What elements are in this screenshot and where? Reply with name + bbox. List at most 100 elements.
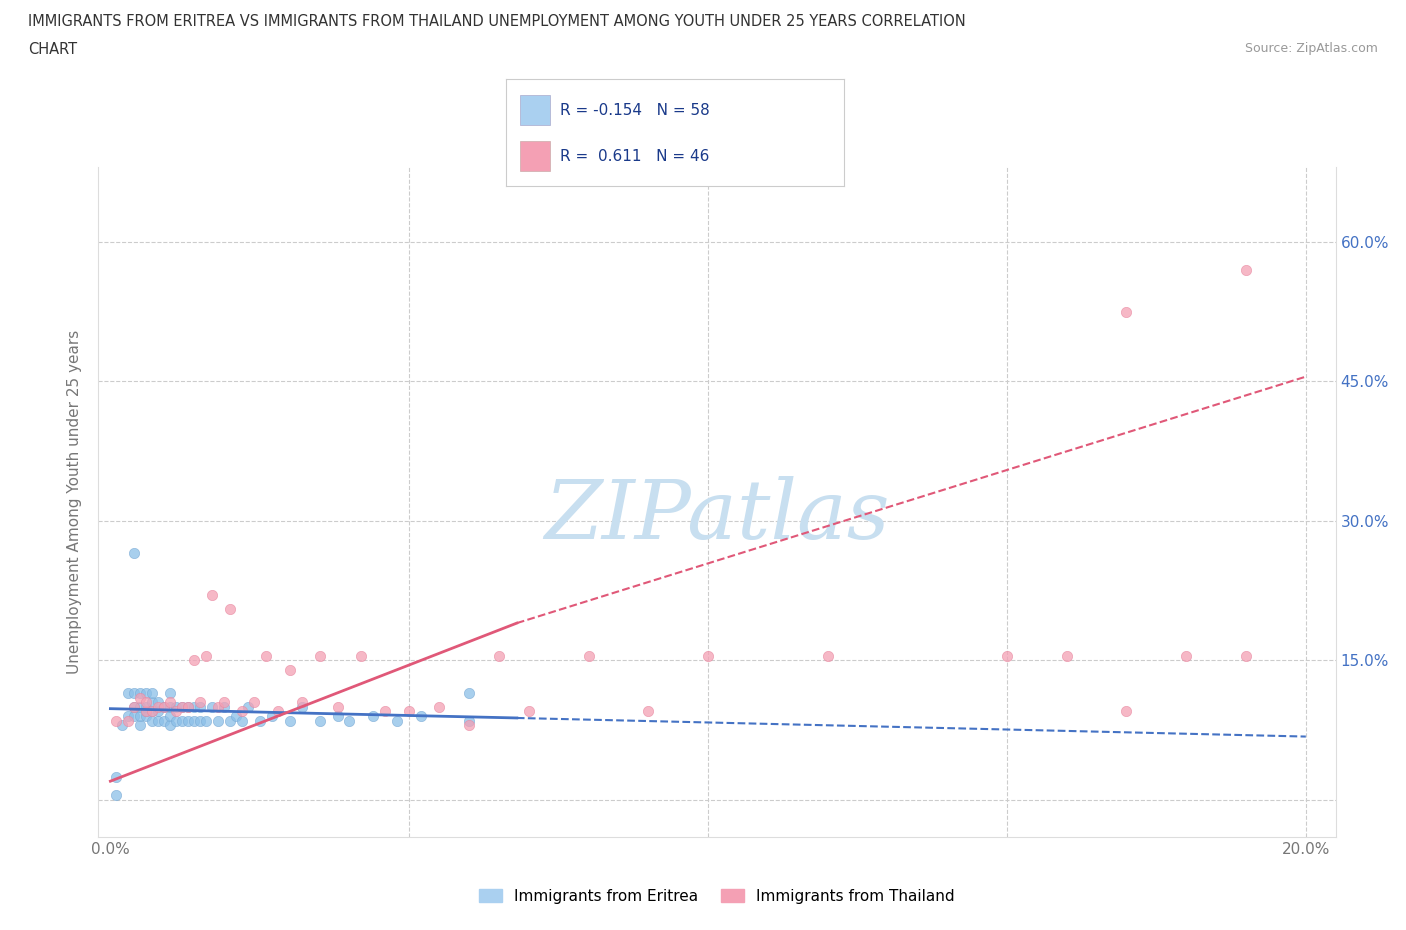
Point (129, 699, 152, 714)
Point (339, 713, 361, 728)
Point (148, 699, 170, 714)
Point (165, 704, 187, 719)
Point (278, 662, 301, 677)
Point (578, 648, 600, 663)
Point (177, 713, 200, 728)
Point (249, 713, 271, 728)
Point (124, 699, 146, 714)
Point (105, 788, 128, 803)
Text: R =  0.611   N = 46: R = 0.611 N = 46 (560, 149, 710, 164)
Point (219, 602, 242, 617)
Point (291, 695, 314, 710)
Point (260, 709, 283, 724)
Point (153, 713, 176, 728)
Point (188, 713, 211, 728)
Point (488, 648, 510, 663)
Point (105, 769, 128, 784)
Point (177, 699, 200, 714)
Point (212, 695, 235, 710)
Point (254, 648, 277, 663)
Point (219, 713, 242, 728)
Point (183, 653, 205, 668)
Point (411, 709, 433, 724)
Point (172, 713, 194, 728)
Point (129, 685, 152, 700)
Point (124, 699, 146, 714)
Text: CHART: CHART (28, 42, 77, 57)
Point (117, 713, 139, 728)
Point (243, 695, 266, 710)
Point (172, 699, 194, 714)
Point (427, 699, 450, 714)
Point (111, 718, 134, 733)
Point (124, 709, 146, 724)
Point (135, 704, 157, 719)
Point (817, 648, 839, 663)
Point (458, 718, 481, 733)
Point (207, 699, 229, 714)
Point (1115, 304, 1137, 319)
Point (183, 699, 205, 714)
Point (231, 704, 253, 719)
Point (135, 695, 157, 710)
Point (212, 699, 235, 714)
Point (201, 588, 224, 603)
Point (129, 690, 152, 705)
Point (153, 699, 176, 714)
Point (117, 709, 139, 724)
Text: ZIPatlas: ZIPatlas (544, 475, 890, 555)
Point (995, 648, 1018, 663)
Point (1115, 704, 1137, 719)
Point (458, 685, 481, 700)
Bar (520, 95, 550, 125)
Point (326, 709, 349, 724)
Point (141, 685, 163, 700)
Point (135, 685, 157, 700)
Point (225, 709, 247, 724)
Point (350, 648, 373, 663)
Point (374, 704, 396, 719)
Point (159, 709, 181, 724)
Point (165, 713, 187, 728)
Point (363, 709, 385, 724)
Point (135, 704, 157, 719)
Point (129, 709, 152, 724)
Point (278, 713, 301, 728)
Point (129, 718, 152, 733)
Point (124, 685, 146, 700)
Legend: Immigrants from Eritrea, Immigrants from Thailand: Immigrants from Eritrea, Immigrants from… (472, 883, 962, 910)
Point (148, 695, 170, 710)
Point (148, 713, 170, 728)
Point (1056, 648, 1078, 663)
Point (159, 685, 181, 700)
Point (231, 713, 253, 728)
Point (697, 648, 720, 663)
Point (188, 695, 211, 710)
Point (172, 699, 194, 714)
Point (141, 704, 163, 719)
Point (1175, 648, 1198, 663)
Point (308, 648, 330, 663)
Point (148, 704, 170, 719)
Point (159, 718, 181, 733)
Point (124, 546, 146, 561)
Point (117, 685, 139, 700)
Point (458, 713, 481, 728)
Point (201, 699, 224, 714)
Point (195, 713, 218, 728)
Text: Source: ZipAtlas.com: Source: ZipAtlas.com (1244, 42, 1378, 55)
Point (159, 695, 181, 710)
Point (637, 704, 659, 719)
Point (165, 699, 187, 714)
Point (308, 713, 330, 728)
Point (387, 713, 409, 728)
Bar (520, 141, 550, 171)
Point (207, 713, 229, 728)
Point (188, 699, 211, 714)
Point (177, 699, 200, 714)
Point (135, 709, 157, 724)
Text: IMMIGRANTS FROM ERITREA VS IMMIGRANTS FROM THAILAND UNEMPLOYMENT AMONG YOUTH UND: IMMIGRANTS FROM ERITREA VS IMMIGRANTS FR… (28, 14, 966, 29)
Point (135, 699, 157, 714)
Y-axis label: Unemployment Among Youth under 25 years: Unemployment Among Youth under 25 years (67, 330, 83, 674)
Point (105, 713, 128, 728)
